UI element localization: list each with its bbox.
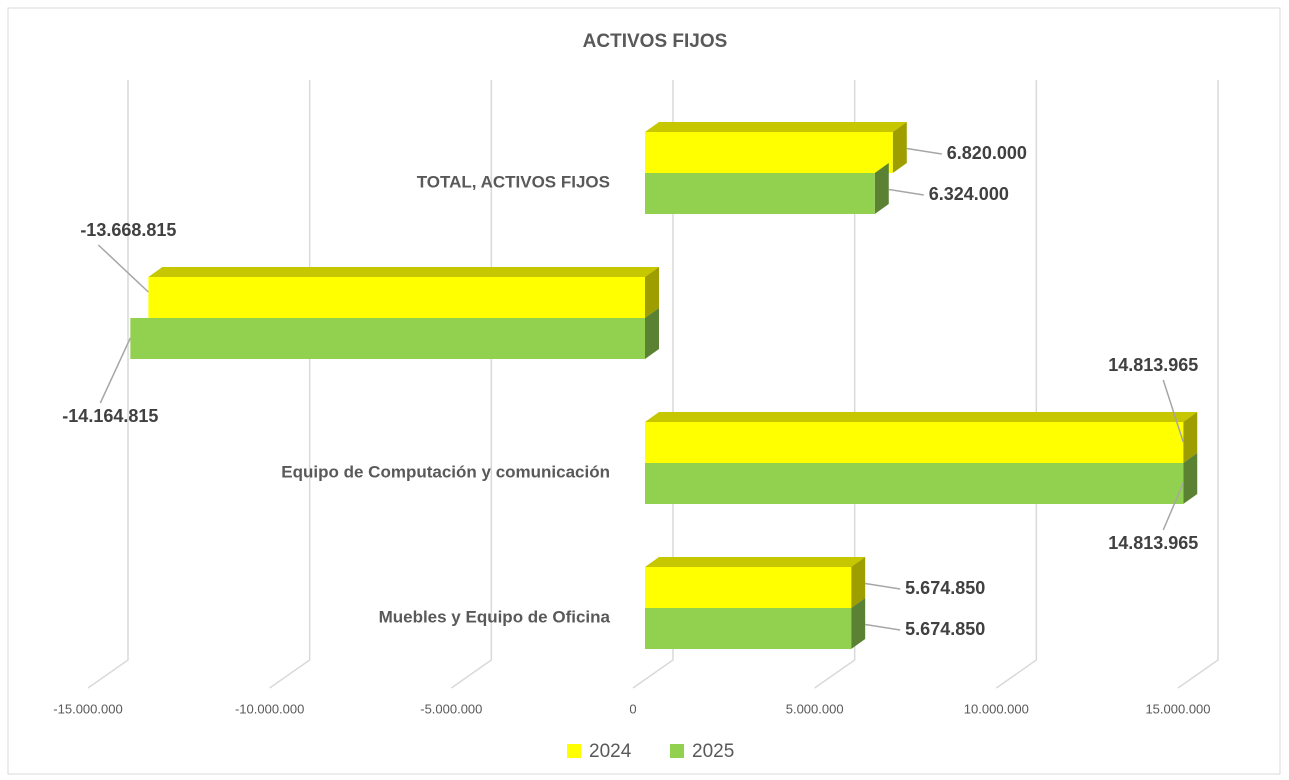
bar-top xyxy=(645,122,907,132)
leader-line xyxy=(906,147,942,155)
bar-side xyxy=(1183,453,1198,504)
leader-line xyxy=(97,244,149,293)
leader-line xyxy=(865,582,901,590)
bar-side xyxy=(892,122,907,173)
legend-label: 2025 xyxy=(692,741,734,762)
leader-line xyxy=(1162,482,1184,531)
x-tick-label: -15.000.000 xyxy=(53,701,122,716)
x-tick-label: -5.000.000 xyxy=(420,701,482,716)
bar-side xyxy=(851,598,866,649)
leader-line xyxy=(888,188,924,196)
bar-top xyxy=(645,412,1198,422)
legend-swatch xyxy=(567,744,581,758)
x-tick-label: 5.000.000 xyxy=(786,701,844,716)
data-label: 5.674.850 xyxy=(905,619,985,639)
bar xyxy=(645,608,852,649)
chart-border xyxy=(7,7,1281,775)
data-label: 5.674.850 xyxy=(905,578,985,598)
data-label: 14.813.965 xyxy=(1108,533,1198,553)
bar xyxy=(645,132,893,173)
data-label: 14.813.965 xyxy=(1108,355,1198,375)
bar-top xyxy=(148,267,659,277)
bar-side xyxy=(851,557,866,608)
grid-line xyxy=(814,80,856,689)
data-label: 6.324.000 xyxy=(929,184,1009,204)
leader-line xyxy=(99,337,132,404)
legend-swatch xyxy=(670,744,684,758)
x-tick-label: -10.000.000 xyxy=(235,701,304,716)
data-label: 6.820.000 xyxy=(947,143,1027,163)
bar-top xyxy=(645,557,866,567)
bar-side xyxy=(874,163,889,214)
grid-line xyxy=(1177,80,1219,689)
bar xyxy=(148,277,645,318)
grid-line xyxy=(632,80,674,689)
bar xyxy=(645,173,875,214)
grid-line xyxy=(995,80,1038,689)
x-tick-label: 0 xyxy=(629,701,636,716)
y-tick-label: Equipo de Computación y comunicación xyxy=(281,462,610,481)
x-tick-label: 15.000.000 xyxy=(1145,701,1210,716)
leader-line xyxy=(1162,379,1184,443)
x-tick-label: 10.000.000 xyxy=(964,701,1029,716)
legend-label: 2024 xyxy=(589,741,632,762)
bar-side xyxy=(645,267,659,318)
y-tick-label: TOTAL, ACTIVOS FIJOS xyxy=(417,172,610,191)
bar xyxy=(645,463,1184,504)
data-label: -14.164.815 xyxy=(62,406,158,426)
bar-side xyxy=(1183,412,1198,463)
bar xyxy=(645,567,852,608)
y-tick-label: Muebles y Equipo de Oficina xyxy=(379,607,611,626)
bar-side xyxy=(645,308,659,359)
chart-title: ACTIVOS FIJOS xyxy=(583,31,728,52)
data-label: -13.668.815 xyxy=(80,220,176,240)
leader-line xyxy=(865,623,901,631)
bar xyxy=(645,422,1184,463)
bar xyxy=(130,318,645,359)
